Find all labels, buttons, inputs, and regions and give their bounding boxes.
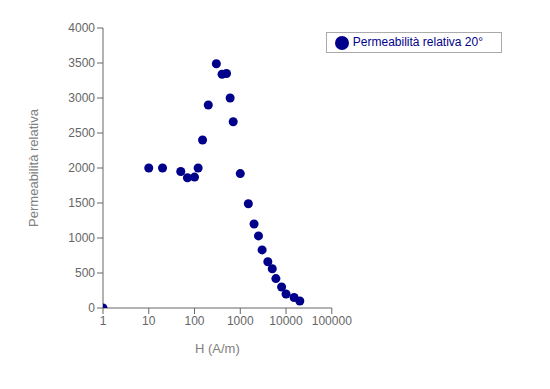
- svg-text:100000: 100000: [312, 314, 352, 328]
- svg-text:1000: 1000: [68, 231, 95, 245]
- svg-text:1: 1: [100, 314, 107, 328]
- svg-text:10: 10: [142, 314, 156, 328]
- svg-text:1000: 1000: [227, 314, 254, 328]
- svg-text:2500: 2500: [68, 126, 95, 140]
- svg-text:100: 100: [185, 314, 205, 328]
- svg-text:0: 0: [88, 301, 95, 315]
- svg-text:3500: 3500: [68, 56, 95, 70]
- svg-text:1500: 1500: [68, 196, 95, 210]
- svg-text:H (A/m): H (A/m): [195, 341, 240, 356]
- svg-text:10000: 10000: [269, 314, 303, 328]
- svg-text:500: 500: [75, 266, 95, 280]
- svg-text:4000: 4000: [68, 21, 95, 35]
- svg-text:Permeabilità relativa: Permeabilità relativa: [26, 108, 41, 227]
- svg-text:3000: 3000: [68, 91, 95, 105]
- html-text:Permeabilità relativa 20°: Permeabilità relativa 20°: [352, 35, 483, 49]
- svg-text:2000: 2000: [68, 161, 95, 175]
